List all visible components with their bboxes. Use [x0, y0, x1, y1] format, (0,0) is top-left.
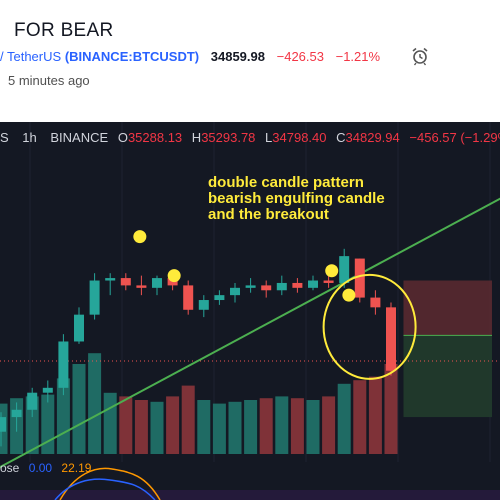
stop-loss-zone: [403, 280, 492, 336]
low-label: L: [265, 130, 273, 145]
marker-dot: [167, 269, 181, 283]
candle-body: [245, 285, 256, 288]
volume-bar: [212, 403, 226, 454]
indicator-line-orange: [59, 467, 161, 500]
highlight-ellipse: [322, 273, 417, 380]
candle-body: [214, 295, 225, 301]
candle-body: [152, 278, 162, 288]
marker-dot: [325, 264, 339, 278]
candle-body: [89, 280, 100, 315]
candle-body: [386, 307, 396, 371]
candle-body: [308, 280, 318, 288]
candle-body: [11, 409, 22, 418]
volume-bar: [337, 383, 351, 454]
price-change-percent: −1.21%: [335, 49, 381, 64]
volume-bar: [103, 392, 117, 454]
alarm-clock-icon[interactable]: [410, 46, 430, 66]
volume-bar: [368, 376, 382, 454]
annotation-line-2: bearish engulfing candle: [208, 190, 385, 207]
interval-label[interactable]: 1h: [22, 130, 37, 145]
idea-title: FOR BEAR: [14, 20, 114, 41]
candle-body: [354, 258, 365, 298]
volume-bar: [150, 401, 164, 454]
volume-bar: [259, 398, 273, 454]
candle-body: [183, 285, 194, 310]
last-price: 34859.98: [210, 49, 265, 64]
candlestick-chart: [0, 122, 500, 500]
volume-bar: [197, 400, 211, 454]
candle-body: [105, 278, 116, 281]
candle-body: [0, 417, 6, 432]
volume-bar: [25, 396, 39, 454]
annotation-text: double candle pattern bearish engulfing …: [208, 175, 385, 223]
trend-line: [0, 197, 500, 469]
indicator-band: [0, 490, 500, 500]
marker-dot: [342, 288, 356, 302]
indicator-value-1: 0.00: [28, 461, 53, 475]
volume-bar: [41, 394, 55, 454]
marker-dot: [133, 230, 147, 244]
volume-bar: [322, 396, 336, 454]
candle-body: [230, 287, 240, 296]
volume-bar: [88, 353, 102, 454]
take-profit-zone: [403, 335, 492, 418]
candle-body: [120, 278, 131, 286]
exchange-pair-link[interactable]: (BINANCE:BTCUSDT): [64, 49, 200, 64]
annotation-line-3: and the breakout: [208, 206, 329, 223]
ohlc-legend: S 1h BINANCE O35288.13 H35293.78 L34798.…: [0, 130, 500, 148]
price-change: −426.53: [276, 49, 324, 64]
candle-body: [42, 387, 53, 393]
volume-bar: [384, 364, 398, 454]
open-label: O: [117, 130, 128, 145]
high-label: H: [191, 130, 202, 145]
symbol-fragment: S: [0, 130, 9, 145]
volume-bar: [72, 364, 86, 454]
indicator-legend: ose 0.00 22.19: [0, 461, 91, 477]
candle-body: [58, 341, 69, 388]
publish-time: 5 minutes ago: [8, 73, 90, 88]
volume-bar: [134, 400, 148, 454]
indicator-name: ose: [0, 461, 20, 475]
volume-bar: [119, 396, 133, 454]
candle-body: [27, 392, 38, 410]
candle-body: [136, 285, 147, 288]
close-label: C: [336, 130, 346, 145]
volume-bar: [275, 396, 289, 454]
volume-bar: [166, 396, 180, 454]
candle-body: [370, 297, 381, 308]
chart-area[interactable]: S 1h BINANCE O35288.13 H35293.78 L34798.…: [0, 122, 500, 500]
close-value: 34829.94: [345, 130, 400, 145]
open-value: 35288.13: [127, 130, 183, 145]
low-value: 34798.40: [272, 130, 327, 145]
volume-bar: [228, 401, 242, 454]
volume-bar: [306, 400, 320, 454]
indicator-line-blue: [54, 478, 156, 500]
high-value: 35293.78: [201, 130, 256, 145]
annotation-line-1: double candle pattern: [208, 174, 364, 191]
volume-bar: [353, 380, 367, 454]
volume-bar: [181, 385, 195, 454]
symbol-link[interactable]: / TetherUS: [0, 49, 62, 64]
candle-body: [292, 282, 303, 288]
indicator-value-2: 22.19: [61, 461, 92, 475]
candle-body: [339, 256, 350, 283]
volume-bar: [290, 398, 304, 454]
exchange-label: BINANCE: [50, 130, 109, 145]
header: FOR BEAR / TetherUS (BINANCE:BTCUSDT) 34…: [0, 0, 500, 122]
volume-bar: [244, 400, 258, 454]
ticker-line: / TetherUS (BINANCE:BTCUSDT) 34859.98 −4…: [0, 49, 380, 64]
candle-body: [198, 300, 209, 310]
candle-body: [261, 285, 272, 291]
candle-body: [323, 280, 334, 283]
candle-body: [276, 282, 287, 291]
bar-change: −456.57 (−1.29%): [409, 130, 500, 145]
candle-body: [74, 314, 84, 342]
